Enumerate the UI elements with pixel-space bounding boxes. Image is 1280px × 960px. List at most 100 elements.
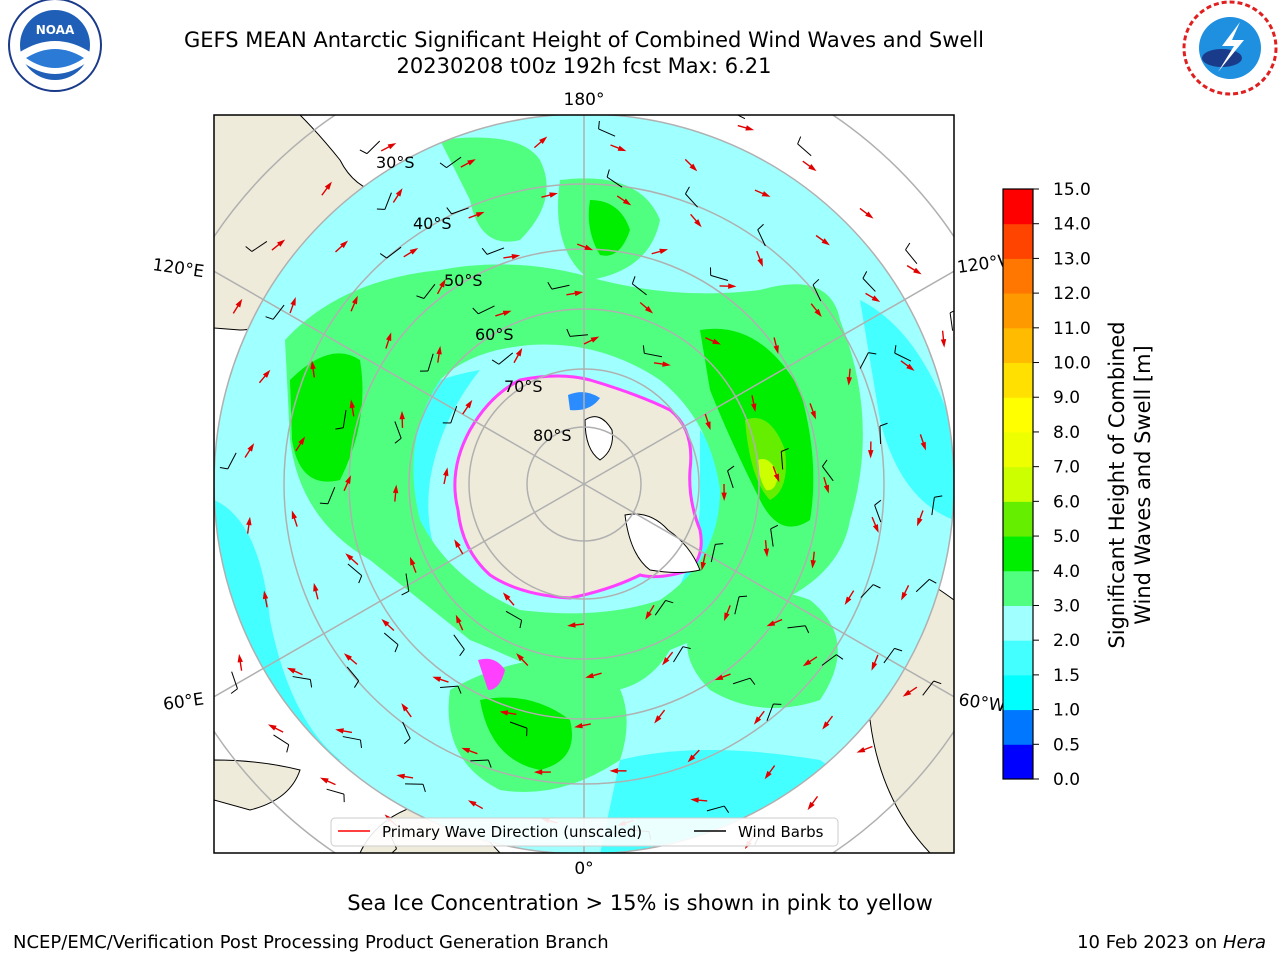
- wind-barb: [905, 242, 918, 264]
- colorbar-tick-label: 13.0: [1053, 249, 1091, 269]
- wind-barb: [319, 486, 336, 505]
- lon-label-60w: 60°W: [957, 690, 1006, 716]
- wind-barb: [780, 447, 789, 470]
- wave-arrow: [815, 234, 830, 246]
- wave-arrow: [687, 749, 700, 763]
- wind-barb: [821, 654, 844, 666]
- wave-arrow: [495, 310, 512, 317]
- wave-arrow: [345, 553, 359, 566]
- wind-barb: [219, 452, 237, 470]
- wave-arrow: [392, 188, 403, 203]
- wave-arrow: [690, 797, 708, 803]
- wave-arrow: [901, 584, 910, 601]
- wave-arrow: [381, 618, 395, 632]
- colorbar-tick-label: 4.0: [1053, 562, 1080, 582]
- lat-label-70s: 70°S: [504, 377, 543, 396]
- wind-barbs: [219, 115, 954, 853]
- colorbar-label-line1: Significant Height of Combined: [1105, 321, 1129, 648]
- wind-barb: [734, 595, 748, 615]
- wave-arrow: [690, 213, 702, 228]
- wind-barb: [401, 573, 410, 596]
- wave-arrow: [541, 192, 558, 198]
- lon-label-120e: 120°E: [151, 255, 205, 282]
- colorbar-segment: [1003, 362, 1033, 398]
- lat-label-60s: 60°S: [475, 325, 514, 344]
- wave-arrow: [763, 540, 770, 558]
- map-legend: Primary Wave Direction (unscaled) Wind B…: [330, 817, 839, 847]
- wave-arrow: [823, 477, 830, 494]
- wave-arrow: [503, 253, 521, 260]
- wind-barb: [859, 352, 877, 369]
- wave-arrow: [232, 298, 243, 314]
- wave-arrow: [321, 181, 332, 196]
- wave-arrow: [810, 303, 822, 318]
- wave-arrow: [436, 345, 442, 363]
- colorbar-segment: [1003, 674, 1033, 711]
- wave-arrow: [244, 443, 255, 458]
- wind-barb: [922, 680, 942, 696]
- wind-barb: [439, 156, 462, 169]
- colorbar-segment: [1003, 327, 1033, 364]
- wind-barb: [631, 276, 647, 296]
- colorbar-tick-label: 6.0: [1053, 492, 1080, 512]
- wind-barb: [509, 721, 528, 737]
- colorbar-tick-label: 10.0: [1053, 354, 1091, 374]
- footer-date: 10 Feb 2023 on Hera: [1077, 932, 1266, 953]
- wave-arrow: [714, 673, 731, 681]
- colorbar-segment: [1003, 709, 1033, 745]
- colorbar-tick-label: 11.0: [1053, 319, 1091, 339]
- colorbar: 0.0 0.5 1.0 1.5 2.0 3.0 4.0 5.0 6.0 7.0 8.0 9.0 10.0…: [1002, 180, 1091, 790]
- legend-barb-label: Wind Barbs: [738, 823, 824, 841]
- colorbar-segment: [1003, 223, 1033, 259]
- wave-arrow: [403, 247, 419, 258]
- wave-arrow: [753, 710, 765, 725]
- wave-arrow: [868, 441, 874, 459]
- wave-arrow: [454, 539, 464, 555]
- colorbar-border: [1002, 188, 1034, 780]
- wave-arrow: [844, 590, 855, 606]
- wave-arrow: [467, 800, 484, 810]
- wind-barb: [894, 345, 912, 362]
- colorbar-tick-label: 1.0: [1053, 701, 1080, 721]
- wave-arrow: [772, 466, 780, 483]
- wind-barb: [335, 409, 347, 430]
- wave-arrow: [902, 686, 918, 697]
- wind-barb: [797, 136, 812, 157]
- wind-barb: [874, 499, 882, 523]
- colorbar-segment: [1003, 397, 1033, 433]
- colorbar-tick-label: 5.0: [1053, 527, 1080, 547]
- wave-arrow: [807, 795, 819, 811]
- wave-arrow: [349, 399, 356, 417]
- wind-barb: [915, 578, 937, 593]
- wind-barb: [481, 247, 505, 255]
- wave-arrow: [567, 622, 585, 628]
- wave-arrow: [461, 747, 478, 755]
- wind-barb: [379, 246, 402, 259]
- wind-barb: [770, 524, 779, 547]
- wave-arrow: [616, 195, 632, 206]
- colorbar-tick-label: 15.0: [1053, 180, 1091, 200]
- wave-arrow: [380, 143, 397, 152]
- colorbar-segment: [1003, 605, 1033, 641]
- wave-arrow: [443, 467, 449, 485]
- wave-arrow: [906, 264, 922, 275]
- wave-arrow: [237, 653, 243, 671]
- wave-arrow: [802, 160, 817, 172]
- wave-arrow: [385, 332, 392, 349]
- wind-barb: [273, 734, 290, 753]
- wind-barb: [442, 405, 458, 424]
- colorbar-segment: [1003, 501, 1033, 537]
- lon-label-0: 0°: [574, 859, 593, 879]
- wind-barb: [822, 459, 834, 482]
- wind-barb: [346, 666, 360, 688]
- wind-barb: [606, 169, 623, 188]
- wave-arrow: [513, 347, 523, 364]
- wind-barb: [710, 543, 724, 563]
- wave-arrow: [502, 592, 515, 606]
- wind-barb: [292, 676, 313, 688]
- wind-barb: [685, 186, 698, 208]
- wave-arrow: [295, 436, 306, 452]
- wave-arrow: [802, 656, 818, 667]
- wave-arrow: [574, 722, 591, 729]
